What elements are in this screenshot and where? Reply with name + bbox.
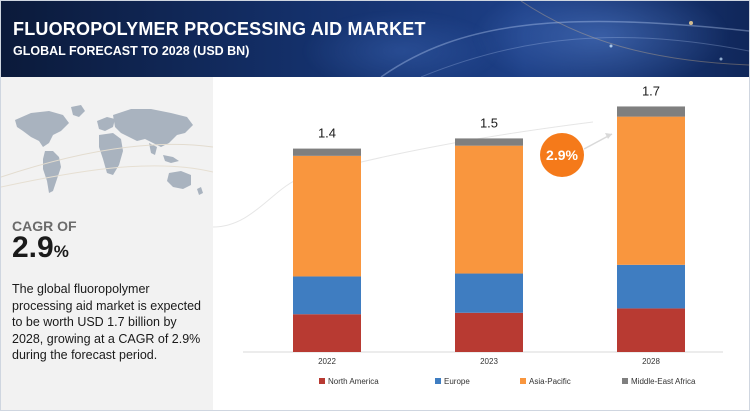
cagr-percent-sign: %: [53, 242, 69, 261]
x-tick-label-2022: 2022: [318, 357, 336, 366]
bar-2023-north-america: [455, 312, 523, 352]
legend-label-asia-pacific: Asia-Pacific: [529, 377, 571, 386]
summary-panel: CAGR OF 2.9% The global fluoropolymer pr…: [1, 77, 213, 410]
decorative-swoosh: [1, 143, 213, 188]
cagr-label: CAGR OF: [12, 218, 77, 234]
bar-2022-middle-east-africa: [293, 148, 361, 156]
legend-swatch-asia-pacific: [520, 378, 526, 384]
bar-2028-europe: [617, 264, 685, 309]
total-label-2028: 1.7: [642, 83, 660, 98]
cagr-badge-circle: [540, 133, 584, 177]
bar-2022-asia-pacific: [293, 155, 361, 277]
x-tick-label-2028: 2028: [642, 357, 660, 366]
cagr-badge: 2.9%: [540, 133, 613, 177]
header-light-trails: [380, 1, 749, 77]
cagr-arrow-head: [605, 133, 612, 139]
total-label-2023: 1.5: [480, 115, 498, 130]
legend-label-europe: Europe: [444, 377, 470, 386]
legend-swatch-europe: [435, 378, 441, 384]
legend-label-north-america: North America: [328, 377, 379, 386]
bar-2022-europe: [293, 276, 361, 315]
bar-2023-europe: [455, 273, 523, 313]
page-title: FLUOROPOLYMER PROCESSING AID MARKET: [13, 19, 426, 39]
page-subtitle: GLOBAL FORECAST TO 2028 (USD BN): [13, 44, 250, 58]
legend-swatch-north-america: [319, 378, 325, 384]
chart-decor-swoosh: [213, 121, 594, 228]
total-label-2022: 1.4: [318, 126, 336, 141]
bar-2028-north-america: [617, 308, 685, 352]
chart-legend: North America Europe Asia-Pacific Middle-Ea…: [319, 377, 696, 386]
world-map-icon: [15, 105, 203, 195]
market-description: The global fluoropolymer processing aid …: [12, 282, 201, 363]
cagr-value: 2.9%: [12, 231, 69, 265]
cagr-badge-text: 2.9%: [546, 147, 578, 163]
bar-2022-north-america: [293, 314, 361, 352]
stacked-bar-chart: 1.4 2022 1.5 2023 1.7 2028 2.9% North America…: [213, 83, 723, 386]
bar-2023-middle-east-africa: [455, 138, 523, 146]
cagr-number: 2.9: [12, 231, 54, 264]
bar-2028-asia-pacific: [617, 116, 685, 265]
legend-swatch-middle-east-africa: [622, 378, 628, 384]
legend-label-middle-east-africa: Middle-East Africa: [631, 377, 696, 386]
header-banner: FLUOROPOLYMER PROCESSING AID MARKET GLOB…: [1, 1, 749, 77]
bar-2028-middle-east-africa: [617, 106, 685, 117]
x-tick-label-2023: 2023: [480, 357, 498, 366]
bar-2023-asia-pacific: [455, 145, 523, 274]
